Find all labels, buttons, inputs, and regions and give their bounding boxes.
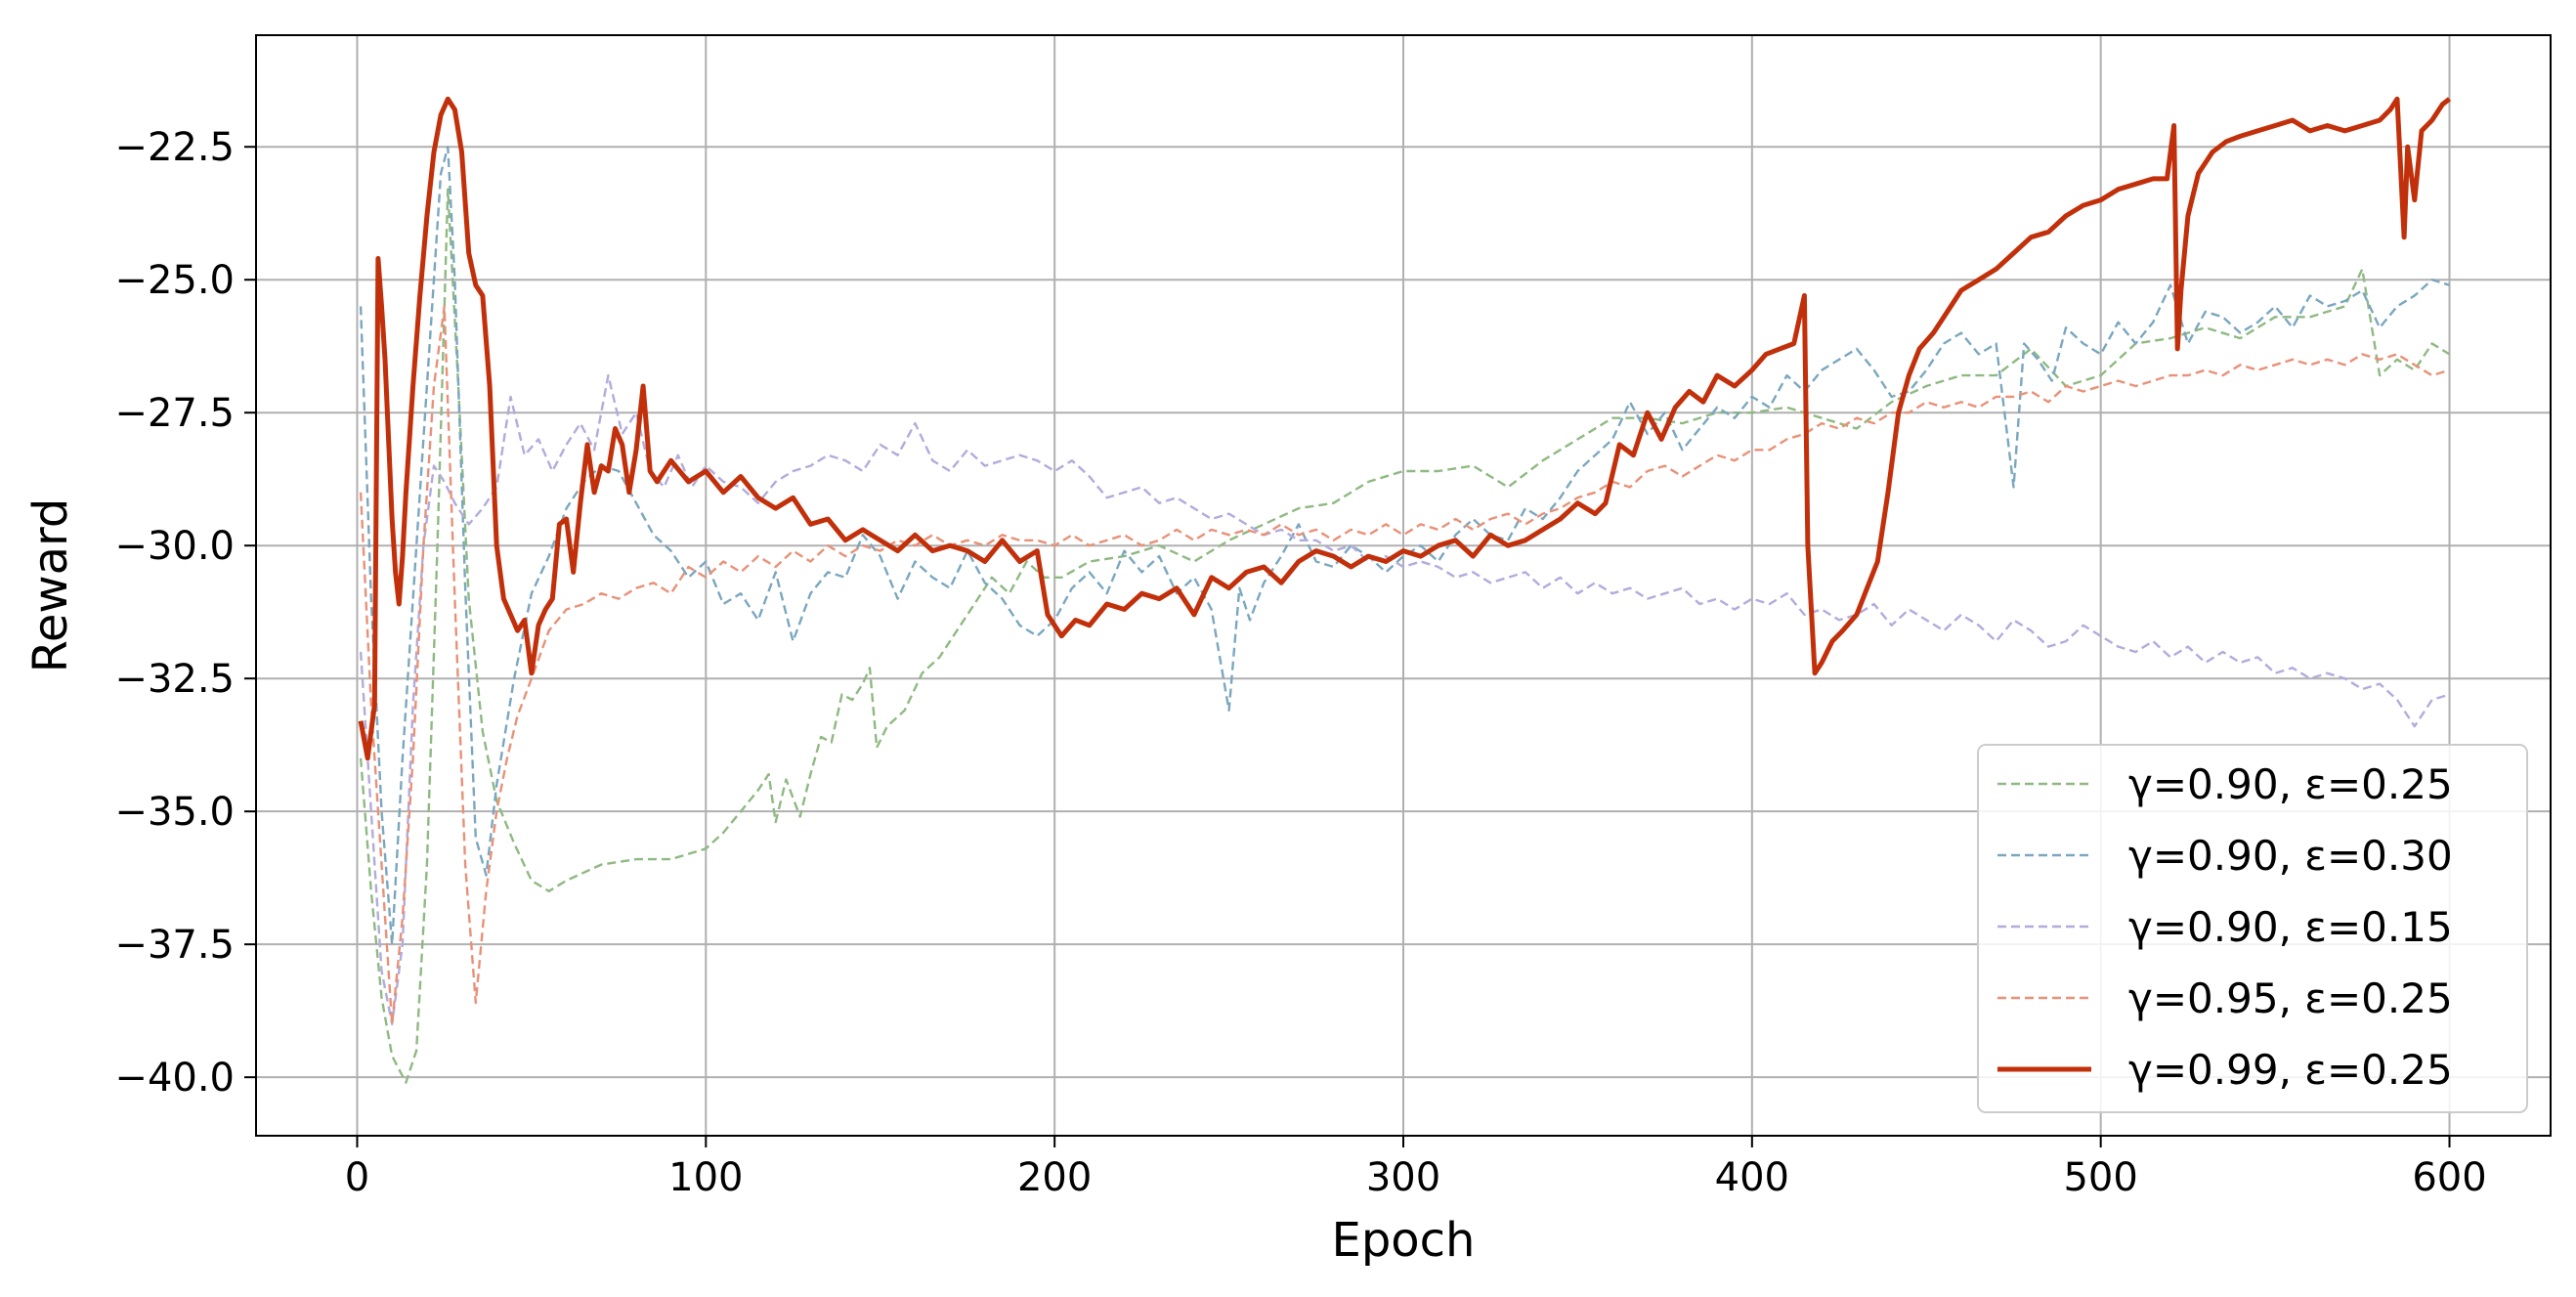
legend-label: γ=0.90, ε=0.30 bbox=[2128, 832, 2453, 880]
y-tick-label: −22.5 bbox=[114, 125, 235, 170]
series-line-5 bbox=[358, 96, 2452, 761]
x-axis-ticks: 0 100 200 300 400 500 600 bbox=[345, 1136, 2487, 1200]
series-line-1 bbox=[359, 188, 2451, 1084]
y-tick-label: −35.0 bbox=[114, 790, 235, 835]
series-lines bbox=[358, 96, 2452, 1084]
legend: γ=0.90, ε=0.25 γ=0.90, ε=0.30 γ=0.90, ε=0.… bbox=[1977, 744, 2528, 1113]
x-tick-label: 200 bbox=[1017, 1155, 1092, 1200]
y-tick-label: −37.5 bbox=[114, 923, 235, 968]
x-axis-label: Epoch bbox=[1332, 1213, 1476, 1268]
y-tick-label: −27.5 bbox=[114, 391, 235, 436]
y-tick-label: −32.5 bbox=[114, 657, 235, 702]
x-tick-label: 600 bbox=[2412, 1155, 2486, 1200]
x-tick-label: 500 bbox=[2063, 1155, 2137, 1200]
y-tick-label: −40.0 bbox=[114, 1056, 235, 1101]
legend-label: γ=0.95, ε=0.25 bbox=[2128, 974, 2453, 1022]
series-line-3 bbox=[359, 373, 2450, 1025]
x-tick-label: 300 bbox=[1366, 1155, 1440, 1200]
series-line-4 bbox=[359, 305, 2450, 1025]
y-axis-label: Reward bbox=[23, 498, 78, 673]
x-tick-label: 400 bbox=[1715, 1155, 1789, 1200]
legend-label: γ=0.99, ε=0.25 bbox=[2128, 1046, 2453, 1094]
y-axis-ticks: −40.0 −37.5 −35.0 −32.5 −30.0 −27.5 −25.0 −22.5 bbox=[114, 125, 256, 1101]
x-tick-label: 0 bbox=[345, 1155, 369, 1200]
x-tick-label: 100 bbox=[668, 1155, 743, 1200]
legend-label: γ=0.90, ε=0.25 bbox=[2128, 760, 2453, 808]
series-line-2 bbox=[359, 146, 2450, 946]
legend-box bbox=[1977, 744, 2528, 1113]
legend-label: γ=0.90, ε=0.15 bbox=[2128, 903, 2453, 951]
y-tick-label: −30.0 bbox=[114, 524, 235, 569]
y-tick-label: −25.0 bbox=[114, 258, 235, 303]
